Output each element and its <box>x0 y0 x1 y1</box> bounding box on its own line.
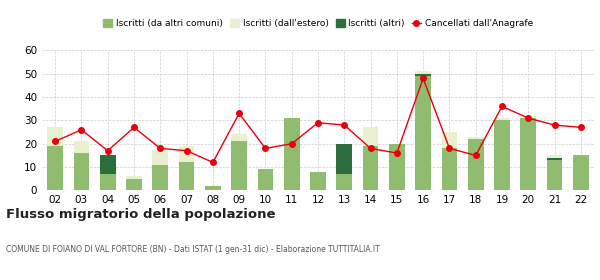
Bar <box>100 165 116 174</box>
Bar <box>468 139 484 190</box>
Bar <box>415 71 431 76</box>
Bar <box>310 172 326 190</box>
Bar <box>257 169 274 190</box>
Bar <box>442 132 457 148</box>
Text: COMUNE DI FOIANO DI VAL FORTORE (BN) - Dati ISTAT (1 gen-31 dic) - Elaborazione : COMUNE DI FOIANO DI VAL FORTORE (BN) - D… <box>6 245 380 254</box>
Bar <box>74 141 89 153</box>
Bar <box>284 118 299 190</box>
Bar <box>337 174 352 190</box>
Bar <box>494 118 510 120</box>
Bar <box>547 155 562 160</box>
Bar <box>415 74 431 76</box>
Bar <box>362 127 379 146</box>
Legend: Iscritti (da altri comuni), Iscritti (dall'estero), Iscritti (altri), Cancellati: Iscritti (da altri comuni), Iscritti (da… <box>100 16 536 32</box>
Bar <box>389 144 405 190</box>
Bar <box>573 155 589 190</box>
Bar <box>47 146 63 190</box>
Bar <box>47 127 63 146</box>
Bar <box>126 179 142 190</box>
Bar <box>231 134 247 141</box>
Bar <box>442 148 457 190</box>
Bar <box>520 118 536 190</box>
Bar <box>415 76 431 190</box>
Bar <box>179 146 194 162</box>
Bar <box>231 141 247 190</box>
Bar <box>152 151 168 165</box>
Bar <box>152 165 168 190</box>
Bar <box>100 174 116 190</box>
Bar <box>100 155 116 174</box>
Bar <box>547 160 562 190</box>
Bar <box>494 120 510 190</box>
Bar <box>547 158 562 160</box>
Text: Flusso migratorio della popolazione: Flusso migratorio della popolazione <box>6 208 275 221</box>
Bar <box>179 162 194 190</box>
Bar <box>362 146 379 190</box>
Bar <box>205 186 221 190</box>
Bar <box>126 176 142 179</box>
Bar <box>520 116 536 118</box>
Bar <box>74 153 89 190</box>
Bar <box>468 137 484 139</box>
Bar <box>337 144 352 174</box>
